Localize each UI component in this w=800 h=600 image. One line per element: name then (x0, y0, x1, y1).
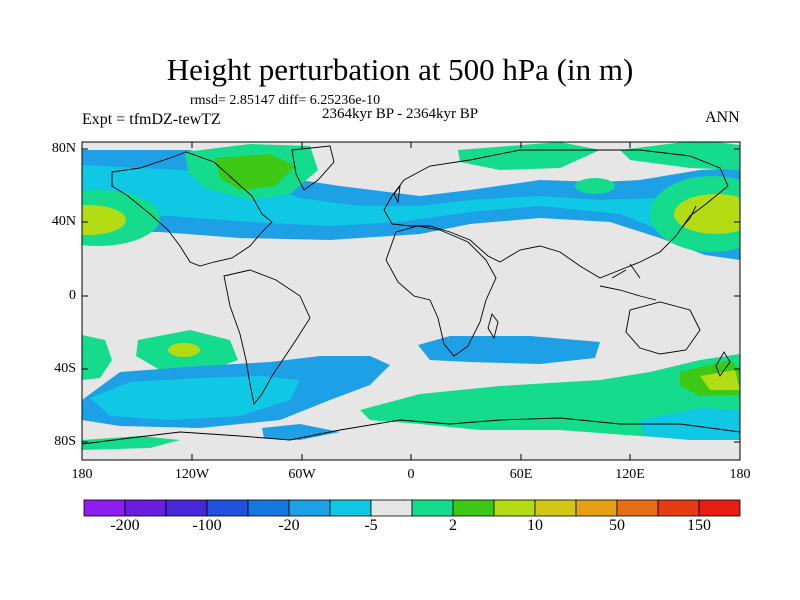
colorbar-box-10 (493, 499, 536, 517)
period-label: 2364kyr BP - 2364kyr BP (322, 106, 479, 122)
colorbar-box-7 (370, 499, 413, 517)
coast-eurasia (383, 149, 729, 279)
contour-south-green-band (360, 354, 740, 440)
colorbar-label-7: 150 (687, 517, 711, 534)
contour-small-green (575, 178, 615, 194)
y-tick-80n: 80N (51, 141, 76, 156)
colorbar-box-0 (83, 499, 126, 517)
x-tick-60w: 60W (288, 467, 316, 482)
y-tick-40n: 40N (51, 214, 76, 229)
coast-japan (679, 205, 697, 231)
y-tick-40s: 40S (54, 361, 76, 376)
x-tick-120w: 120W (174, 467, 210, 482)
contour-south-cyan-east (640, 408, 740, 440)
colorbar-label-0: -200 (110, 517, 140, 534)
coast-africa (385, 225, 497, 357)
coast-south-america (223, 269, 311, 406)
colorbar-box-3 (206, 499, 249, 517)
contour-south-blue-inner (90, 376, 300, 420)
x-tick-0: 0 (407, 467, 415, 482)
colorbar-box-15 (698, 499, 741, 517)
contour-se-yellow (700, 370, 740, 390)
axis-ticks (82, 142, 740, 460)
coast-antarctica (82, 417, 740, 445)
coast-uk (393, 184, 401, 204)
colorbar-box-13 (616, 499, 659, 517)
colorbar-box-11 (534, 499, 577, 517)
colorbar-box-12 (575, 499, 618, 517)
colorbar-label-4: 2 (449, 517, 457, 534)
y-tick-0: 0 (69, 288, 76, 303)
colorbar-label-1: -100 (192, 517, 222, 534)
colorbar-box-9 (452, 499, 495, 517)
experiment-label: Expt = tfmDZ-tewTZ (82, 111, 221, 128)
colorbar-box-5 (288, 499, 331, 517)
contour-west-edge-green (82, 335, 112, 380)
coast-indonesia (599, 263, 657, 301)
coast-new-zealand (715, 351, 731, 377)
colorbar-label-6: 50 (609, 517, 625, 534)
coast-madagascar (487, 313, 499, 340)
season-label: ANN (705, 109, 740, 126)
coastlines (82, 145, 740, 445)
contour-arctic-green (458, 142, 600, 170)
contour-west-yellow (82, 205, 126, 235)
contour-africa-blue (418, 336, 600, 364)
coast-north-america (111, 151, 273, 267)
contour-east-yellow (674, 194, 740, 234)
coast-greenland (291, 145, 335, 191)
colorbar-box-4 (247, 499, 290, 517)
colorbar-label-3: -5 (364, 517, 378, 534)
stats-label: rmsd= 2.85147 diff= 6.25236e-10 (190, 93, 381, 108)
colorbar-label-2: -20 (278, 517, 300, 534)
contour-fields (82, 142, 740, 450)
colorbar-box-14 (657, 499, 700, 517)
contour-sw-yellow (168, 343, 200, 357)
plot-title: Height perturbation at 500 hPa (in m) (166, 52, 634, 87)
colorbar-box-6 (329, 499, 372, 517)
contour-s-blue-small (262, 424, 340, 440)
contour-far-east-green (620, 142, 740, 170)
x-tick-120e: 120E (615, 467, 645, 482)
coast-australia (625, 301, 701, 355)
colorbar-box-8 (411, 499, 454, 517)
contour-south-green-west (82, 436, 180, 450)
x-tick-180e: 180 (729, 467, 751, 482)
colorbar-box-2 (165, 499, 208, 517)
x-tick-60e: 60E (509, 467, 533, 482)
x-tick-180w: 180 (71, 467, 93, 482)
colorbar (83, 499, 741, 517)
colorbar-box-1 (124, 499, 167, 517)
y-tick-80s: 80S (54, 434, 76, 449)
colorbar-label-5: 10 (527, 517, 543, 534)
